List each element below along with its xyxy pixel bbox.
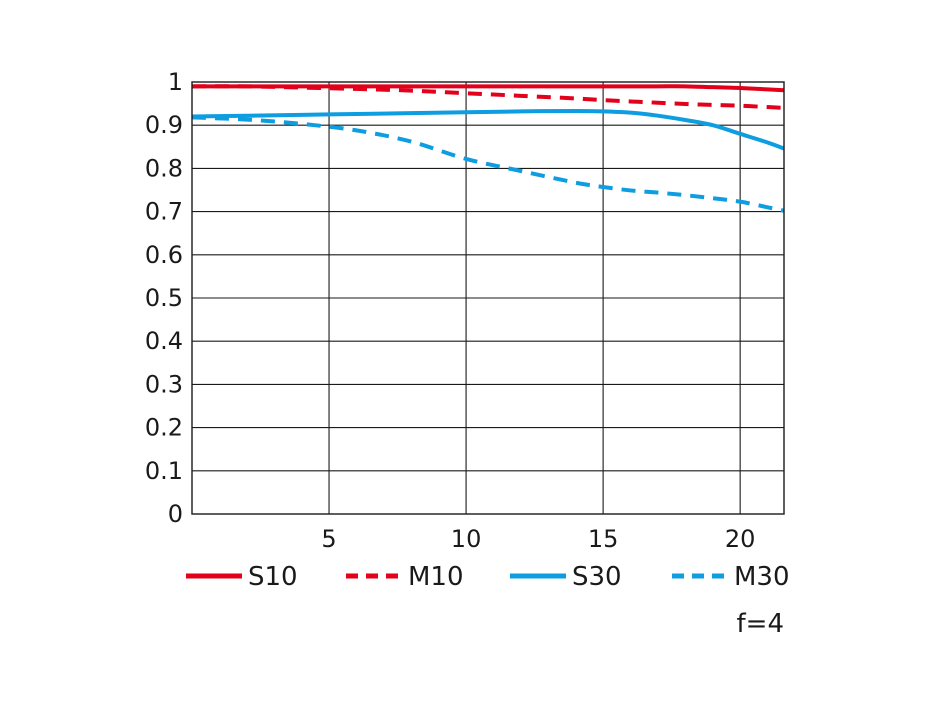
y-tick-label: 0 bbox=[168, 500, 183, 528]
x-tick-label: 5 bbox=[321, 525, 336, 553]
y-tick-label: 1 bbox=[168, 68, 183, 96]
x-tick-label: 15 bbox=[588, 525, 619, 553]
legend-layer: S10 M10 S30 M30 bbox=[186, 562, 790, 592]
aperture-note: f=4 bbox=[737, 609, 784, 639]
y-tick-label: 0.4 bbox=[145, 327, 183, 355]
y-tick-label: 0.1 bbox=[145, 457, 183, 485]
y-tick-label: 0.7 bbox=[145, 198, 183, 226]
y-tick-label: 0.6 bbox=[145, 241, 183, 269]
x-tick-label: 10 bbox=[451, 525, 482, 553]
legend-label-m30: M30 bbox=[734, 562, 790, 592]
series-layer bbox=[191, 84, 785, 213]
series-line-s30 bbox=[191, 108, 785, 151]
y-tick-label: 0.3 bbox=[145, 370, 183, 398]
legend-label-s10: S10 bbox=[248, 562, 298, 592]
grid-layer bbox=[192, 81, 784, 515]
y-tick-label: 0.2 bbox=[145, 414, 183, 442]
y-tick-label: 0.8 bbox=[145, 154, 183, 182]
axis-layer: 00.10.20.30.40.50.60.70.80.915 10 15 20 bbox=[145, 68, 756, 553]
x-tick-label: 20 bbox=[725, 525, 756, 553]
plot-frame bbox=[191, 81, 785, 515]
y-tick-label: 0.5 bbox=[145, 284, 183, 312]
series-line-m10 bbox=[191, 84, 785, 110]
legend-label-s30: S30 bbox=[572, 562, 622, 592]
series-line-m30 bbox=[191, 115, 785, 213]
y-tick-label: 0.9 bbox=[145, 111, 183, 139]
series-line-s10 bbox=[191, 84, 785, 93]
legend-label-m10: M10 bbox=[408, 562, 464, 592]
